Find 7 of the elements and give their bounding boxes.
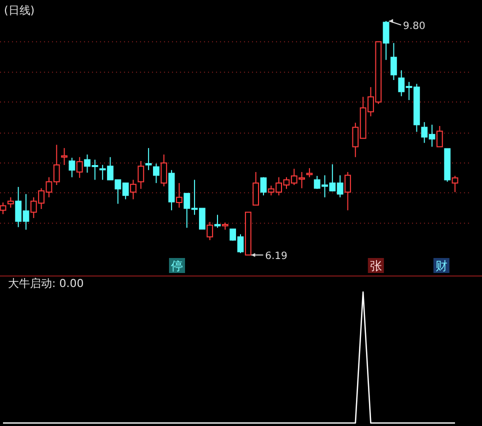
text: 财: [435, 259, 448, 273]
annotation: 6.19: [265, 251, 288, 262]
text: 张: [370, 259, 382, 273]
annotation: 9.80: [403, 21, 426, 32]
text: 停: [171, 259, 184, 273]
chart-title: (日线): [4, 4, 35, 17]
chart-title: 大牛启动: 0.00: [8, 277, 84, 290]
